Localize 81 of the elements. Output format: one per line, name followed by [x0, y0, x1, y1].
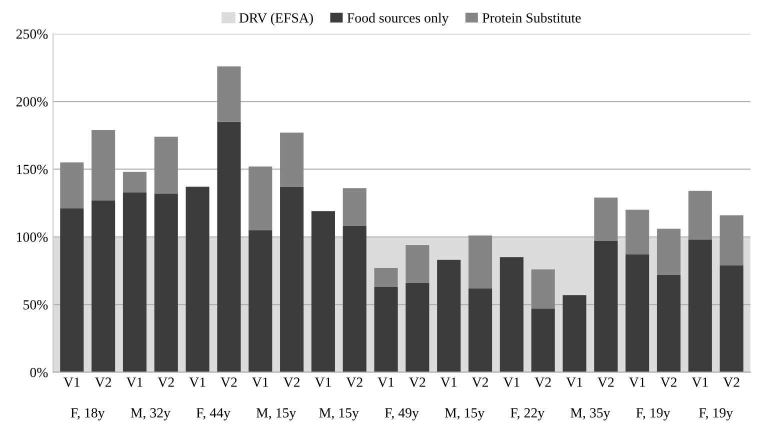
- text: F, 18y: [70, 408, 105, 420]
- x-tick-label: V2: [472, 378, 488, 387]
- x-tick-label: V1: [629, 378, 645, 387]
- legend-label: DRV (EFSA): [239, 12, 313, 26]
- bar: [562, 295, 586, 372]
- bar: [280, 186, 304, 372]
- bar: [217, 66, 241, 122]
- x-tick-label: V1: [566, 378, 582, 387]
- x-tick-label: V1: [64, 378, 80, 387]
- x-tick-label: V2: [598, 378, 614, 387]
- y-tick-label: 0%: [30, 368, 48, 378]
- x-tick-label: V1: [692, 378, 708, 387]
- bar: [656, 274, 681, 372]
- bar: [248, 166, 272, 230]
- x-tick-label: V2: [409, 378, 426, 387]
- x-tick-label: V2: [660, 378, 676, 387]
- bar: [217, 122, 241, 372]
- bar: [342, 226, 366, 372]
- bar: [154, 136, 178, 194]
- bar: [468, 288, 492, 372]
- bar: [720, 265, 744, 372]
- x-tick-label: V1: [314, 378, 331, 387]
- bar: [154, 194, 178, 372]
- x-tick-label: V2: [158, 378, 174, 387]
- x-tick-label: V2: [346, 378, 362, 387]
- text: F, 22y: [510, 408, 545, 420]
- bar: [720, 215, 744, 266]
- bar: [406, 282, 430, 372]
- text: F, 19y: [699, 408, 734, 420]
- y-tick-label: 100%: [17, 232, 48, 242]
- y-tick-label: 200%: [16, 97, 48, 107]
- bar: [186, 186, 210, 372]
- x-tick-label: V2: [94, 378, 112, 387]
- text: F, 49y: [384, 408, 419, 420]
- bar: [122, 172, 147, 192]
- text: F, 44y: [196, 408, 230, 420]
- x-tick-label: V1: [440, 378, 457, 387]
- legend-label: Protein Substitute: [482, 12, 581, 23]
- text: M, 15y: [256, 408, 296, 420]
- y-tick-label: 50%: [24, 300, 48, 310]
- x-tick-label: V2: [220, 378, 237, 387]
- bar: [342, 188, 366, 226]
- text: F, 19y: [636, 408, 670, 420]
- bar: [60, 162, 84, 208]
- x-tick-label: V1: [378, 378, 394, 387]
- bar: [406, 245, 430, 283]
- bar: [500, 257, 524, 372]
- x-tick-label: V1: [189, 378, 206, 387]
- bar: [92, 130, 116, 200]
- bar: [594, 240, 618, 372]
- bar: [468, 236, 492, 288]
- bar: [437, 260, 461, 372]
- bar: [311, 211, 335, 372]
- y-tick-label: 150%: [17, 164, 48, 174]
- x-tick-label: V1: [252, 378, 268, 387]
- y-tick-label: 250%: [16, 29, 48, 39]
- bar: [280, 132, 304, 187]
- bar: [374, 286, 398, 372]
- bar: [531, 269, 555, 309]
- bar: [374, 268, 398, 287]
- text: M, 35y: [570, 408, 610, 420]
- x-tick-label: V1: [126, 378, 142, 387]
- bar: [531, 308, 555, 372]
- bar: [626, 254, 650, 372]
- bar: [594, 198, 618, 241]
- bar: [688, 240, 712, 372]
- bar: [60, 208, 84, 372]
- x-tick-label: V1: [503, 378, 520, 387]
- bar: [122, 192, 147, 372]
- bar: [92, 200, 116, 372]
- bar: [656, 228, 681, 275]
- bar: [626, 210, 650, 254]
- text: M, 32y: [130, 408, 170, 420]
- text: M, 15y: [319, 408, 359, 420]
- legend-label: Food sources only: [347, 12, 449, 26]
- text: M, 15y: [444, 408, 485, 420]
- x-tick-label: V2: [283, 378, 300, 387]
- bar: [688, 190, 712, 240]
- x-tick-label: V2: [534, 378, 551, 387]
- x-tick-label: V2: [723, 378, 740, 387]
- bar: [248, 230, 272, 372]
